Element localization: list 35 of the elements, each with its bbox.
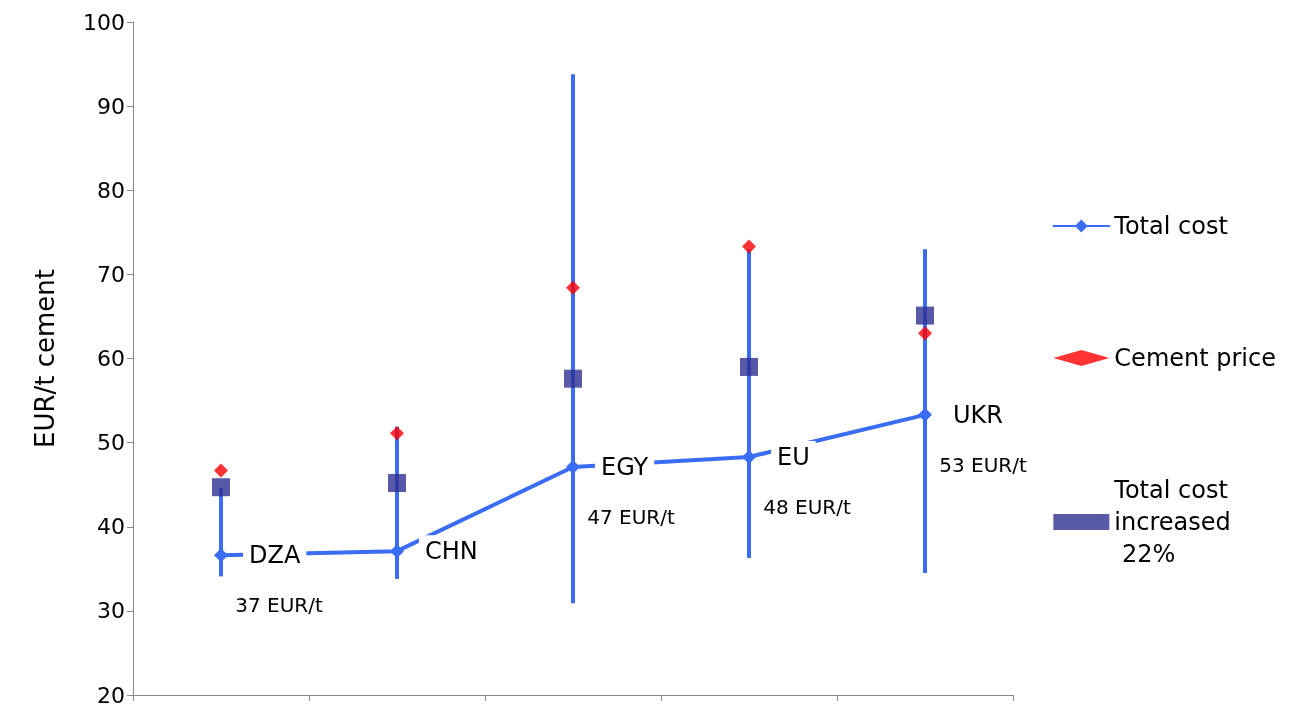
legend-label: Total cost increased 22% [1113,476,1231,568]
annotation: EGY [601,453,649,482]
point [918,407,932,422]
y-axis-title: EUR/t cement [30,268,60,449]
data-label: 48 EUR/t [763,494,851,519]
annotation: UKR [953,400,1003,429]
point [388,474,406,493]
point [918,326,932,341]
y-tick-label: 40 [97,514,125,540]
point [214,548,228,563]
annotation: DZA [249,541,301,570]
data-label: 53 EUR/t [939,452,1027,477]
legend-label: Total cost [1113,212,1228,240]
point [916,306,934,325]
data-label: 37 EUR/t [235,593,323,618]
y-tick-label: 50 [97,430,125,456]
y-tick-label: 80 [97,177,125,203]
point [390,544,404,559]
annotation: EU [777,442,810,471]
point [214,463,228,478]
y-tick-label: 30 [97,598,125,624]
point [742,239,756,254]
point [564,369,582,388]
y-tick-label: 70 [97,261,125,287]
y-tick-label: 20 [97,682,125,708]
data-label: 47 EUR/t [587,505,675,530]
y-tick-label: 100 [83,9,125,35]
legend-label: Cement price [1114,344,1277,372]
point [566,280,580,295]
point [390,426,404,441]
point [212,478,230,497]
y-tick-label: 60 [97,346,125,371]
point [740,357,758,376]
annotation: CHN [425,537,478,566]
y-tick-label: 90 [97,93,125,119]
